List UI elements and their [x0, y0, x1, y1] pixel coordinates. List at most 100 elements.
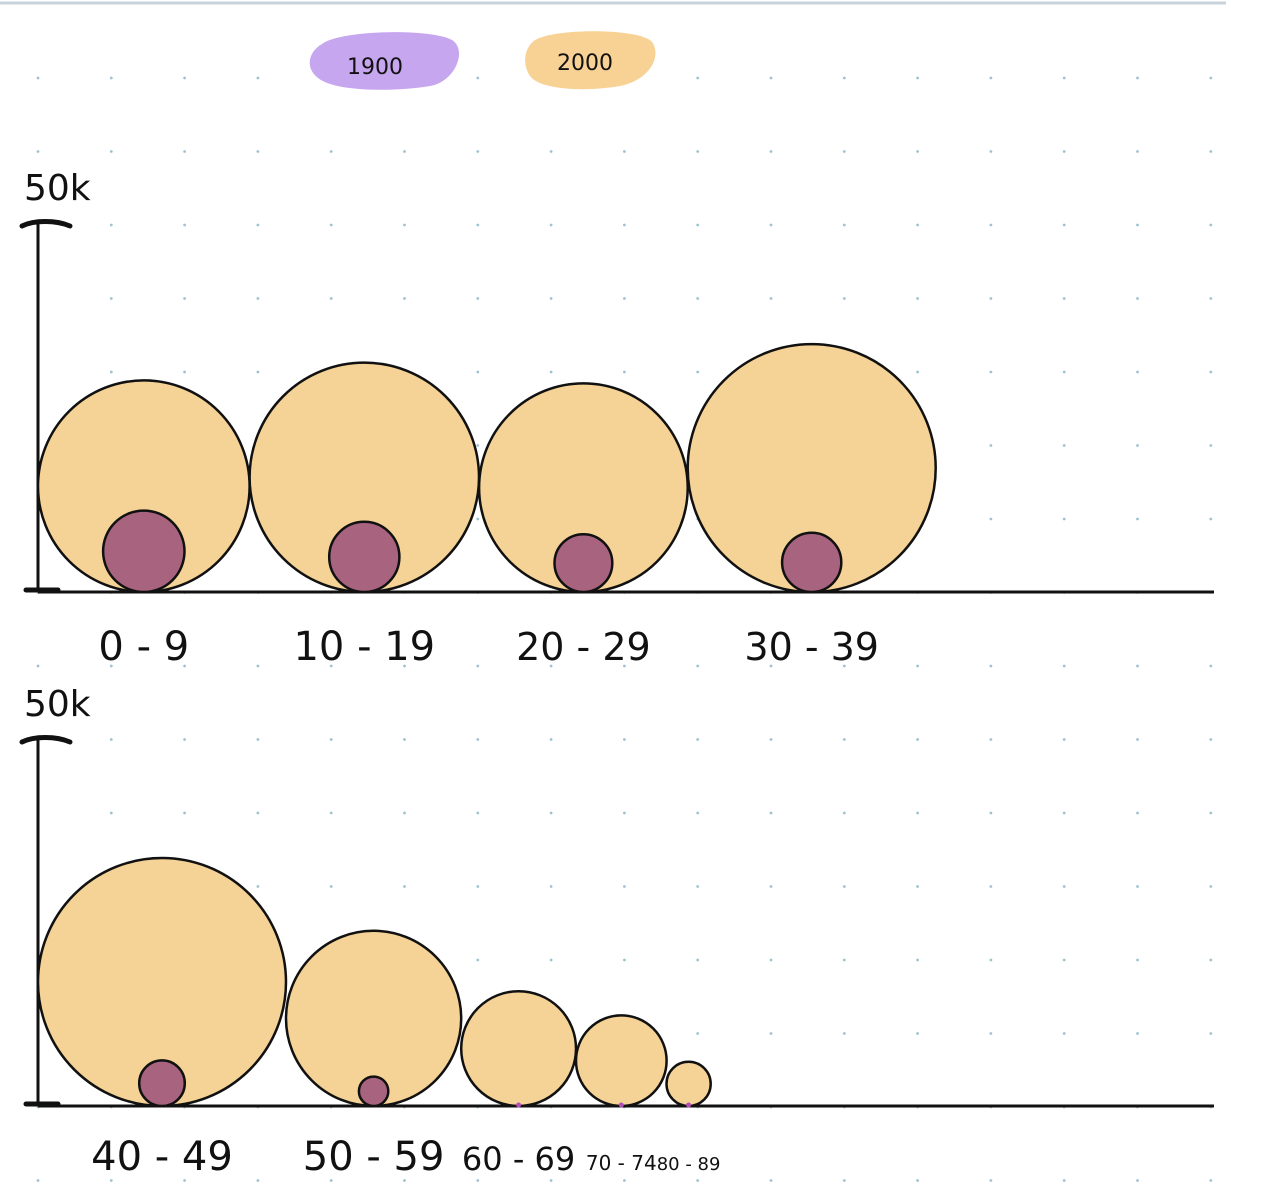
- grid-dot: [769, 1179, 773, 1182]
- grid-dot: [842, 76, 846, 80]
- grid-dot: [1062, 76, 1066, 80]
- grid-dot: [842, 1179, 846, 1182]
- grid-dot: [183, 738, 187, 741]
- y-axis-cap: [19, 735, 73, 745]
- grid-dot: [989, 885, 993, 888]
- bubble-1900-80-89: [686, 1102, 692, 1108]
- grid-dot: [696, 370, 700, 374]
- grid-dot: [623, 811, 626, 815]
- grid-dot: [1209, 444, 1213, 447]
- grid-dot: [256, 738, 260, 741]
- bubble-2000-60-69: [459, 989, 578, 1108]
- grid-dot: [549, 885, 553, 888]
- grid-dot: [696, 76, 700, 80]
- grid-dot: [403, 150, 406, 153]
- grid-dot: [842, 150, 846, 153]
- grid-dot: [403, 223, 406, 227]
- legend-label-2000: 2000: [557, 51, 613, 76]
- grid-dot: [769, 664, 773, 668]
- grid-dot: [36, 150, 40, 153]
- grid-dot: [476, 150, 480, 153]
- category-label: 10 - 19: [293, 624, 435, 670]
- grid-dot: [1209, 664, 1213, 668]
- grid-dot: [916, 811, 919, 815]
- grid-dot: [696, 1179, 700, 1182]
- grid-dot: [1209, 885, 1213, 888]
- grid-dot: [403, 811, 406, 815]
- grid-dot: [769, 223, 773, 227]
- grid-dot: [989, 1179, 993, 1182]
- category-label: 20 - 29: [516, 625, 651, 669]
- legend: 1900 2000: [309, 31, 656, 90]
- grid-dot: [1136, 738, 1139, 741]
- grid-dot: [623, 297, 626, 300]
- grid-dot: [989, 517, 993, 521]
- grid-dot: [1136, 811, 1139, 815]
- grid-dot: [329, 223, 333, 227]
- grid-dot: [623, 223, 626, 227]
- grid-dot: [989, 297, 993, 300]
- grid-dot: [109, 664, 113, 668]
- grid-dot: [989, 738, 993, 741]
- grid-dot: [989, 1032, 993, 1035]
- grid-dot: [1209, 223, 1213, 227]
- category-label: 40 - 49: [91, 1134, 233, 1180]
- panel-top: 50k 0 - 9 10 - 19 20 - 29 30 - 39: [19, 168, 1214, 670]
- grid-dot: [1062, 664, 1066, 668]
- grid-dot: [989, 664, 993, 668]
- grid-dot: [1136, 223, 1139, 227]
- y-max-label: 50k: [24, 684, 91, 725]
- grid-dot: [36, 664, 40, 668]
- grid-dot: [329, 150, 333, 153]
- grid-dot: [916, 223, 919, 227]
- grid-dot: [1209, 738, 1213, 741]
- grid-dot: [256, 297, 260, 300]
- grid-dot: [476, 811, 480, 815]
- grid-dot: [769, 150, 773, 153]
- grid-dot: [1136, 517, 1139, 521]
- bubble-2000-80-89: [665, 1060, 712, 1108]
- grid-dot: [769, 958, 773, 962]
- grid-dot: [109, 223, 113, 227]
- grid-dot: [842, 811, 846, 815]
- grid-dot: [989, 444, 993, 447]
- grid-dot: [1136, 958, 1139, 962]
- grid-dot: [1136, 76, 1139, 80]
- grid-dot: [183, 664, 187, 668]
- grid-dot: [549, 1179, 553, 1182]
- grid-dot: [623, 150, 626, 153]
- grid-dot: [476, 885, 480, 888]
- grid-dot: [769, 1032, 773, 1035]
- grid-dot: [476, 664, 480, 668]
- grid-dot: [989, 370, 993, 374]
- grid-dot: [183, 1179, 187, 1182]
- grid-dot: [916, 370, 919, 374]
- grid-dot: [1062, 517, 1066, 521]
- grid-dot: [109, 738, 113, 741]
- grid-dot: [1136, 444, 1139, 447]
- panel-bottom: 50k 40 - 49 50 - 59 60 - 69 70 - 74 80 - 89: [19, 684, 1214, 1180]
- grid-dot: [1136, 370, 1139, 374]
- bubble-1900-30-39: [780, 531, 843, 594]
- grid-dot: [476, 517, 480, 521]
- grid-dot: [109, 76, 113, 80]
- grid-dot: [696, 1032, 700, 1035]
- grid-dot: [1209, 958, 1213, 962]
- grid-dot: [842, 1032, 846, 1035]
- grid-dot: [769, 76, 773, 80]
- bubble-2000-70-74: [574, 1014, 668, 1108]
- grid-dot: [842, 223, 846, 227]
- grid-dot: [183, 76, 187, 80]
- grid-dot: [916, 958, 919, 962]
- category-label: 30 - 39: [744, 625, 879, 669]
- grid-dot: [329, 885, 333, 888]
- category-label: 80 - 89: [657, 1154, 721, 1175]
- grid-dot: [1136, 664, 1139, 668]
- grid-dot: [183, 150, 187, 153]
- bubble-1900-40-49: [137, 1059, 187, 1108]
- grid-dot: [1062, 958, 1066, 962]
- grid-dot: [403, 664, 406, 668]
- grid-dot: [623, 958, 626, 962]
- grid-dot: [1209, 1032, 1213, 1035]
